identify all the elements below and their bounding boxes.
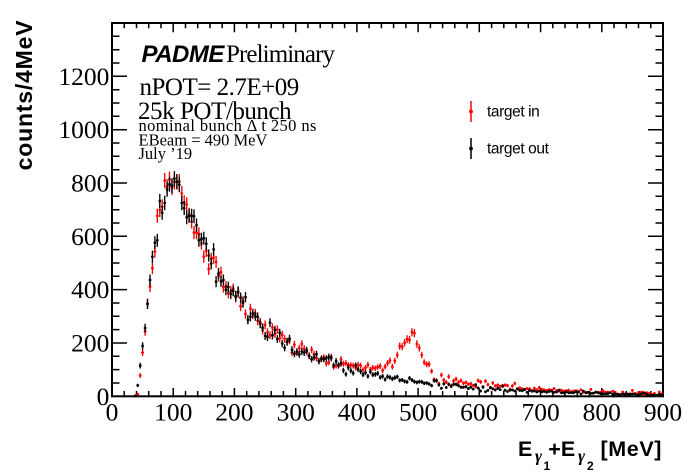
svg-text:PADME: PADME [142,41,226,68]
svg-text:counts/4MeV: counts/4MeV [11,20,37,171]
svg-text:2: 2 [587,459,594,473]
svg-text:500: 500 [399,398,437,427]
svg-text:800: 800 [583,398,621,427]
svg-text:200: 200 [215,398,253,427]
svg-text:nPOT= 2.7E+09: nPOT= 2.7E+09 [140,74,299,101]
svg-text:0: 0 [106,398,119,427]
svg-text:EBeam = 490 MeV: EBeam = 490 MeV [139,130,268,149]
svg-text:1200: 1200 [58,62,109,91]
svg-text:800: 800 [71,169,109,198]
svg-text:July ’19: July ’19 [139,144,193,163]
svg-text:Preliminary: Preliminary [226,41,336,68]
svg-text:[MeV]: [MeV] [601,437,663,461]
svg-text:100: 100 [154,398,192,427]
svg-text:700: 700 [521,398,559,427]
svg-text:900: 900 [644,398,682,427]
svg-text:1000: 1000 [58,115,109,144]
svg-text:300: 300 [277,398,315,427]
svg-text:target in: target in [487,104,539,121]
svg-text:target out: target out [487,141,550,158]
svg-text:25k POT/bunch: 25k POT/bunch [138,98,292,125]
svg-text:E: E [518,437,532,461]
svg-text:600: 600 [71,222,109,251]
svg-text:γ: γ [578,447,586,466]
svg-text:+E: +E [548,437,575,461]
svg-text:γ: γ [535,447,543,466]
svg-text:200: 200 [71,329,109,358]
svg-text:400: 400 [338,398,376,427]
svg-text:nominal bunch Δ t 250 ns: nominal bunch Δ t 250 ns [139,116,317,135]
svg-text:0: 0 [97,382,110,411]
svg-text:600: 600 [460,398,498,427]
svg-text:400: 400 [71,275,109,304]
svg-text:1: 1 [544,459,551,473]
